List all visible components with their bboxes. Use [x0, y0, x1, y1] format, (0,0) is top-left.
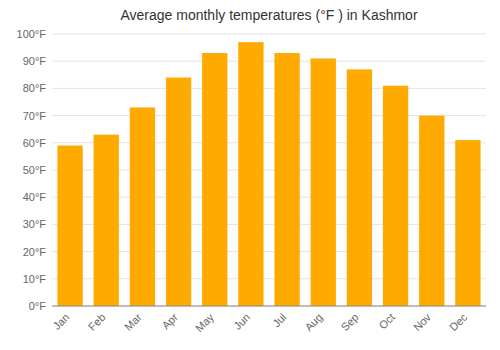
bar	[202, 53, 227, 306]
y-tick-label: 80°F	[23, 82, 47, 94]
x-tick-label: Jul	[270, 311, 288, 329]
y-tick-label: 10°F	[23, 273, 47, 285]
bar	[455, 140, 480, 306]
x-tick-label: Feb	[86, 311, 108, 333]
y-tick-label: 90°F	[23, 55, 47, 67]
grid-line	[52, 61, 486, 62]
grid-line	[52, 306, 486, 307]
x-tick-label: Jan	[50, 311, 71, 332]
x-tick-label: Jun	[231, 311, 252, 332]
bars	[57, 42, 480, 306]
bar	[166, 78, 191, 306]
x-tick-label: Oct	[376, 311, 397, 332]
x-tick-label: Sep	[339, 311, 361, 333]
title: Average monthly temperatures (°F ) in Ka…	[120, 7, 417, 23]
grid-line	[52, 34, 486, 35]
bar	[130, 107, 155, 306]
y-tick-label: 60°F	[23, 137, 47, 149]
y-tick-label: 40°F	[23, 191, 47, 203]
bar	[238, 42, 263, 306]
x-axis-line	[52, 306, 486, 307]
x-tick-label: Mar	[122, 311, 144, 333]
x-tick-label: Nov	[411, 311, 434, 334]
bar	[274, 53, 299, 306]
x-tick-label: May	[193, 311, 217, 335]
y-tick-label: 50°F	[23, 164, 47, 176]
x-tick-label: Aug	[302, 311, 324, 333]
x-axis: Jan Feb Mar Apr May Jun Jul Aug Sep Oct Nov Dec	[50, 311, 469, 335]
bar	[347, 69, 372, 306]
bar	[383, 86, 408, 306]
x-tick-label: Apr	[159, 311, 180, 332]
bar	[57, 146, 82, 306]
grid-line	[52, 88, 486, 89]
x-tick-label: Dec	[447, 311, 470, 334]
y-tick-label: 30°F	[23, 218, 47, 230]
y-axis: 0°F 10°F 20°F 30°F 40°F 50°F 60°F 70°F 80°F 90°F 1…	[17, 28, 486, 312]
bar	[419, 116, 444, 306]
y-tick-label: 0°F	[29, 300, 47, 312]
bar	[311, 58, 336, 306]
y-tick-label: 70°F	[23, 110, 47, 122]
chart: Average monthly temperatures (°F ) in Ka…	[0, 0, 500, 350]
y-tick-label: 100°F	[17, 28, 47, 40]
bar	[94, 135, 119, 306]
chart-container: Average monthly temperatures (°F ) in Ka…	[0, 0, 500, 350]
y-tick-label: 20°F	[23, 246, 47, 258]
